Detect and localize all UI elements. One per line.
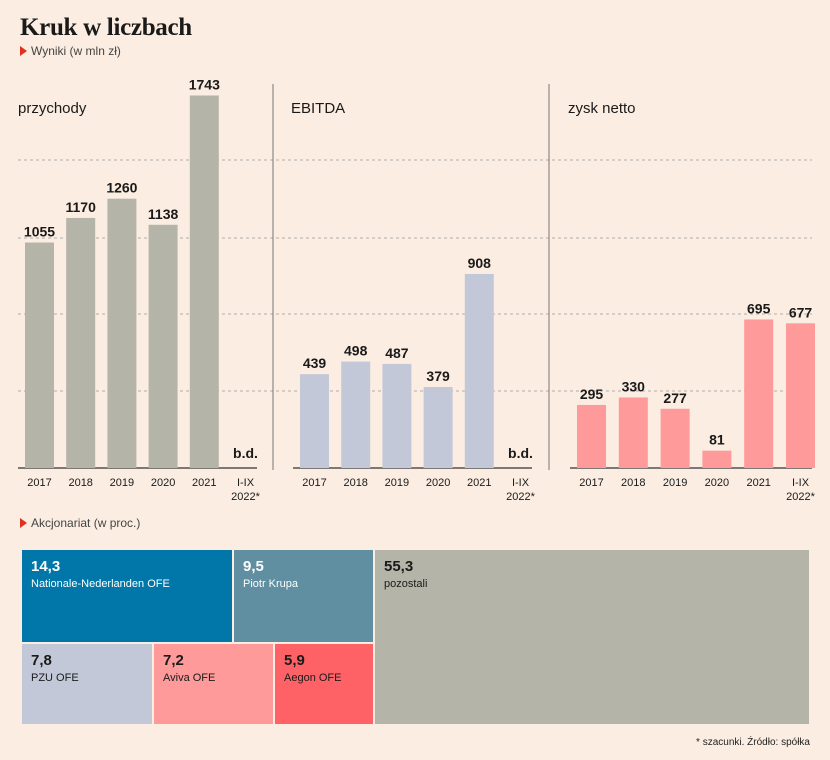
- x-tick-label: I-IX: [792, 477, 810, 489]
- x-tick-label: 2022*: [786, 491, 815, 503]
- data-label: 695: [747, 300, 771, 316]
- treemap-name: Aegon OFE: [284, 672, 342, 684]
- x-tick-label: 2018: [343, 477, 367, 489]
- data-label: 1138: [148, 206, 179, 222]
- data-label: 81: [709, 432, 725, 448]
- treemap-name: Nationale-Nederlanden OFE: [31, 578, 170, 590]
- treemap-cell-aviva-ofe: 7,2 Aviva OFE: [153, 643, 274, 725]
- x-tick-label: 2022*: [506, 491, 535, 503]
- footnote: * szacunki. Źródło: spółka: [696, 737, 810, 748]
- treemap-cell-aegon-ofe: 5,9 Aegon OFE: [274, 643, 374, 725]
- results-subtitle: Wyniki (w mln zł): [20, 44, 121, 58]
- bar: [702, 450, 732, 468]
- red-triangle-icon: [20, 518, 27, 528]
- data-label: 498: [344, 343, 368, 359]
- x-tick-label: 2022*: [231, 491, 260, 503]
- treemap-value: 5,9: [284, 652, 305, 669]
- panel-title: przychody: [18, 100, 87, 117]
- bar: [423, 387, 453, 468]
- red-triangle-icon: [20, 46, 27, 56]
- data-label: 1260: [106, 180, 137, 196]
- x-tick-label: 2018: [621, 477, 645, 489]
- results-bar-charts: przychody 1055 2017 1170 2018 1260 2019 1138 202…: [18, 76, 816, 503]
- treemap-cell-pzu-ofe: 7,8 PZU OFE: [21, 643, 153, 725]
- x-tick-label: 2019: [385, 477, 409, 489]
- data-label: 1055: [24, 224, 55, 240]
- treemap-name: pozostali: [384, 578, 428, 590]
- data-label: 1743: [189, 76, 220, 92]
- data-label: 1170: [66, 199, 97, 215]
- treemap-value: 9,5: [243, 558, 264, 575]
- shareholders-subtitle-text: Akcjonariat (w proc.): [31, 516, 141, 530]
- bar: [660, 408, 690, 468]
- x-tick-label: 2019: [110, 477, 134, 489]
- x-tick-label: 2017: [579, 477, 603, 489]
- bar: [786, 323, 815, 468]
- shareholders-subtitle: Akcjonariat (w proc.): [20, 516, 140, 530]
- bar: [300, 374, 329, 468]
- x-tick-label: I-IX: [512, 477, 530, 489]
- x-tick-label: 2021: [467, 477, 491, 489]
- treemap-cell-pozostali: 55,3 pozostali: [374, 549, 810, 725]
- data-label: 277: [663, 390, 687, 406]
- data-label: 330: [622, 378, 646, 394]
- bar: [382, 363, 412, 468]
- bar: [577, 404, 606, 468]
- x-tick-label: 2020: [151, 477, 175, 489]
- treemap-value: 14,3: [31, 558, 61, 575]
- x-tick-label: 2019: [663, 477, 687, 489]
- treemap-cell-nn-ofe: 14,3 Nationale-Nederlanden OFE: [21, 549, 233, 643]
- treemap-value: 55,3: [384, 558, 414, 575]
- data-label: b.d.: [508, 445, 533, 461]
- treemap-cell-piotr-krupa: 9,5 Piotr Krupa: [233, 549, 374, 643]
- bar: [107, 198, 137, 468]
- treemap-name: Piotr Krupa: [243, 578, 299, 590]
- panel-title: zysk netto: [568, 100, 636, 117]
- bar: [66, 217, 96, 468]
- treemap-value: 7,8: [31, 652, 52, 669]
- treemap-name: PZU OFE: [31, 672, 79, 684]
- bar: [25, 242, 54, 468]
- x-tick-label: 2017: [302, 477, 326, 489]
- data-label: 295: [580, 386, 604, 402]
- data-label: 487: [385, 345, 409, 361]
- bar: [464, 273, 494, 468]
- x-tick-label: 2017: [27, 477, 51, 489]
- treemap-name: Aviva OFE: [163, 672, 216, 684]
- data-label: 677: [789, 304, 813, 320]
- panel-title: EBITDA: [291, 100, 345, 117]
- data-label: 908: [468, 255, 492, 271]
- bar: [148, 224, 178, 468]
- data-label: 379: [426, 368, 450, 384]
- data-label: b.d.: [233, 445, 258, 461]
- data-label: 439: [303, 355, 327, 371]
- x-tick-label: I-IX: [237, 477, 255, 489]
- x-tick-label: 2021: [192, 477, 216, 489]
- x-tick-label: 2021: [746, 477, 770, 489]
- chart-title: Kruk w liczbach: [20, 14, 192, 41]
- treemap-value: 7,2: [163, 652, 184, 669]
- x-tick-label: 2020: [426, 477, 450, 489]
- x-tick-label: 2020: [705, 477, 729, 489]
- x-tick-label: 2018: [68, 477, 92, 489]
- bar: [618, 397, 648, 468]
- bar: [189, 95, 219, 468]
- bar: [341, 361, 371, 468]
- bar: [744, 319, 774, 468]
- results-subtitle-text: Wyniki (w mln zł): [31, 44, 121, 58]
